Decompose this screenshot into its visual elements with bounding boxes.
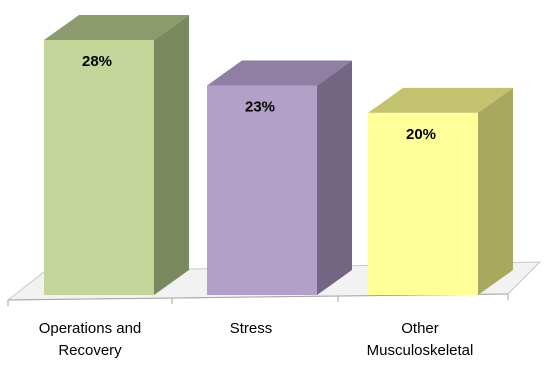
data-label: 23% — [245, 99, 275, 116]
bar — [368, 112, 478, 295]
data-label: 20% — [406, 126, 436, 143]
bar-side-face — [317, 60, 352, 296]
bar — [207, 85, 317, 296]
category-label: Operations and — [39, 320, 142, 337]
data-labels: 28% 23% 20% — [82, 53, 436, 143]
category-label: Other — [401, 320, 439, 337]
bar-top-face — [207, 60, 352, 86]
bar — [44, 40, 154, 295]
category-labels: Operations and Recovery Stress Other Musculo… — [39, 320, 474, 359]
category-label: Stress — [230, 320, 273, 337]
category-label: Recovery — [58, 342, 122, 359]
data-label: 28% — [82, 53, 112, 70]
category-label: Musculoskeletal — [367, 342, 474, 359]
bars — [44, 15, 513, 296]
bar-side-face — [478, 87, 513, 295]
bar-top-face — [44, 15, 189, 40]
bar-top-face — [368, 87, 513, 113]
bar-side-face — [154, 15, 189, 295]
